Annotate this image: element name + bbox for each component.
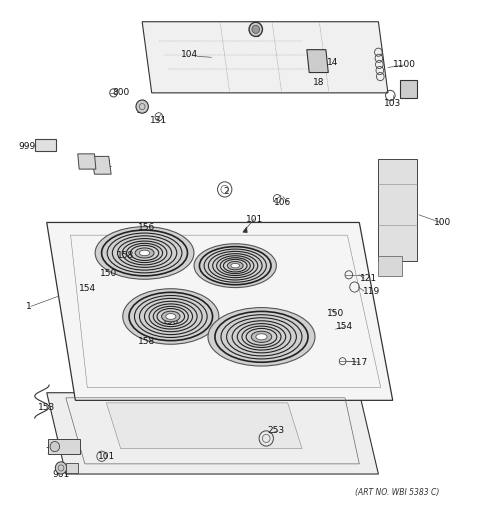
Text: 103: 103	[384, 99, 401, 107]
Ellipse shape	[208, 308, 315, 366]
Polygon shape	[35, 138, 56, 151]
Polygon shape	[378, 256, 402, 276]
Text: 104: 104	[181, 50, 198, 59]
Text: 154: 154	[336, 322, 354, 331]
Polygon shape	[66, 463, 78, 473]
Text: 158: 158	[117, 251, 134, 260]
Text: 25: 25	[136, 106, 148, 115]
Circle shape	[136, 100, 148, 113]
Text: 5: 5	[254, 30, 260, 39]
Polygon shape	[400, 80, 417, 98]
Circle shape	[50, 442, 60, 452]
Text: 153: 153	[38, 404, 55, 412]
Text: 14: 14	[327, 58, 339, 67]
Ellipse shape	[166, 314, 176, 319]
Text: 2: 2	[223, 188, 228, 196]
Ellipse shape	[251, 331, 272, 342]
Text: 150: 150	[327, 310, 344, 318]
Polygon shape	[47, 222, 393, 400]
Ellipse shape	[162, 311, 180, 322]
Text: 106: 106	[275, 198, 291, 206]
Text: 156: 156	[162, 317, 180, 326]
Ellipse shape	[135, 248, 154, 258]
Ellipse shape	[256, 334, 267, 340]
Polygon shape	[142, 22, 388, 93]
Circle shape	[252, 25, 260, 33]
Text: 9998: 9998	[19, 142, 42, 151]
Ellipse shape	[123, 289, 219, 344]
Text: 101: 101	[246, 216, 263, 224]
Polygon shape	[243, 227, 247, 233]
Text: 1100: 1100	[393, 60, 416, 69]
Text: 131: 131	[150, 117, 168, 125]
Ellipse shape	[194, 244, 276, 288]
Text: 961: 961	[52, 470, 70, 478]
Text: 150: 150	[100, 269, 118, 278]
Text: 800: 800	[112, 88, 129, 98]
Circle shape	[55, 462, 67, 474]
Text: 100: 100	[434, 218, 452, 227]
Polygon shape	[378, 159, 417, 261]
Text: 741: 741	[45, 447, 62, 456]
Ellipse shape	[95, 227, 194, 279]
Ellipse shape	[139, 250, 150, 256]
Text: 156: 156	[138, 223, 156, 232]
Polygon shape	[307, 50, 328, 73]
Polygon shape	[48, 439, 80, 454]
Text: 154: 154	[79, 284, 96, 293]
Text: 18: 18	[313, 78, 324, 87]
Text: 1: 1	[26, 302, 32, 311]
Ellipse shape	[228, 262, 243, 270]
Polygon shape	[47, 393, 378, 474]
Text: (ART NO. WBI 5383 C): (ART NO. WBI 5383 C)	[355, 488, 440, 497]
Text: 253: 253	[267, 426, 284, 435]
Text: 158: 158	[138, 337, 156, 346]
Polygon shape	[78, 154, 96, 169]
Polygon shape	[107, 403, 302, 449]
Text: 121: 121	[360, 274, 377, 283]
Text: 3: 3	[411, 88, 417, 98]
Text: 117: 117	[351, 358, 368, 367]
Circle shape	[249, 22, 263, 36]
Text: 101: 101	[98, 452, 115, 461]
Text: 711: 711	[96, 159, 113, 169]
Ellipse shape	[231, 263, 240, 268]
Polygon shape	[92, 156, 111, 174]
Text: 119: 119	[362, 287, 380, 295]
